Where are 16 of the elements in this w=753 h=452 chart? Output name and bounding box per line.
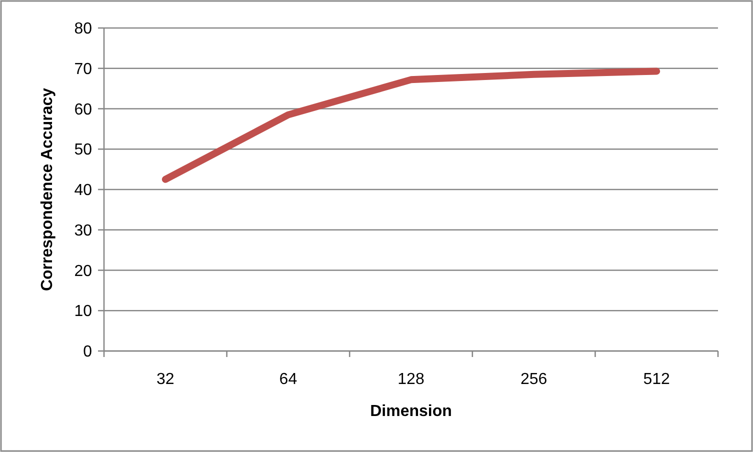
y-tick-label: 50 [74, 142, 92, 159]
y-tick-label: 80 [74, 20, 92, 38]
x-tick-label: 256 [520, 371, 548, 388]
x-tick-label: 64 [279, 371, 298, 388]
x-axis-title: Dimension [370, 403, 452, 420]
x-tick-label: 128 [398, 371, 424, 388]
y-tick-label: 20 [74, 262, 92, 280]
y-tick-label: 40 [74, 182, 92, 200]
x-tick-label: 512 [643, 371, 670, 388]
y-tick-label: 30 [74, 222, 92, 240]
y-tick-label: 0 [83, 344, 92, 361]
y-tick-label: 70 [74, 60, 92, 78]
x-tick-label: 32 [156, 371, 174, 388]
y-tick-label: 10 [74, 303, 92, 320]
y-axis-title: Correspondence Accuracy [39, 88, 56, 292]
y-tick-label: 60 [74, 101, 92, 118]
